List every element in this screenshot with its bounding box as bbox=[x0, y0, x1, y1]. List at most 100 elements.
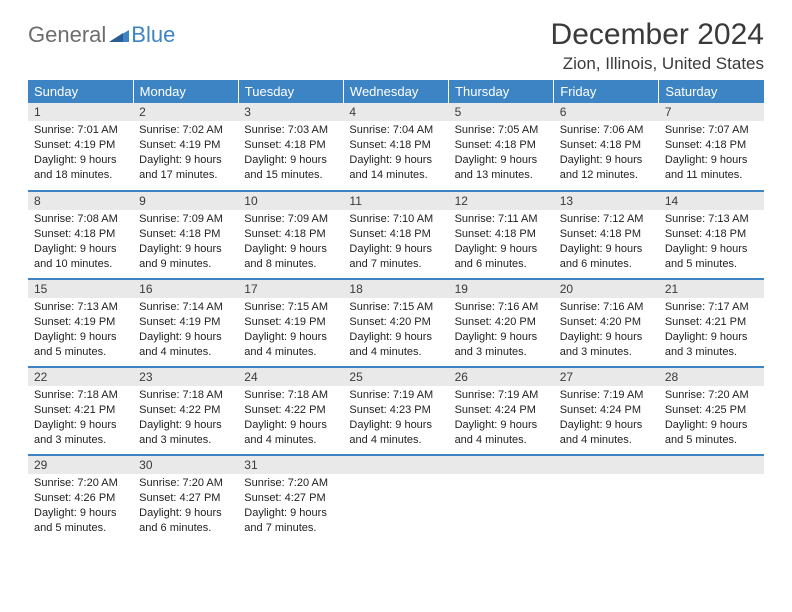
weekday-header: Thursday bbox=[449, 80, 554, 103]
calendar-day-cell: 25Sunrise: 7:19 AMSunset: 4:23 PMDayligh… bbox=[343, 367, 448, 455]
sunrise-line: Sunrise: 7:16 AM bbox=[455, 300, 548, 315]
calendar-day-cell: 17Sunrise: 7:15 AMSunset: 4:19 PMDayligh… bbox=[238, 279, 343, 367]
day-details: Sunrise: 7:01 AMSunset: 4:19 PMDaylight:… bbox=[28, 121, 133, 186]
logo-text-general: General bbox=[28, 22, 106, 48]
daylight-line: Daylight: 9 hours and 13 minutes. bbox=[455, 153, 548, 183]
day-number: 14 bbox=[659, 192, 764, 210]
day-number: 28 bbox=[659, 368, 764, 386]
day-details: Sunrise: 7:18 AMSunset: 4:22 PMDaylight:… bbox=[133, 386, 238, 451]
calendar-day-cell: 8Sunrise: 7:08 AMSunset: 4:18 PMDaylight… bbox=[28, 191, 133, 279]
sunset-line: Sunset: 4:24 PM bbox=[560, 403, 653, 418]
daylight-line: Daylight: 9 hours and 5 minutes. bbox=[665, 242, 758, 272]
sunrise-line: Sunrise: 7:20 AM bbox=[244, 476, 337, 491]
day-details: Sunrise: 7:09 AMSunset: 4:18 PMDaylight:… bbox=[238, 210, 343, 275]
daylight-line: Daylight: 9 hours and 6 minutes. bbox=[560, 242, 653, 272]
calendar-day-cell: 19Sunrise: 7:16 AMSunset: 4:20 PMDayligh… bbox=[449, 279, 554, 367]
day-number-empty bbox=[343, 456, 448, 474]
daylight-line: Daylight: 9 hours and 4 minutes. bbox=[455, 418, 548, 448]
sunset-line: Sunset: 4:20 PM bbox=[349, 315, 442, 330]
day-details: Sunrise: 7:03 AMSunset: 4:18 PMDaylight:… bbox=[238, 121, 343, 186]
day-number: 21 bbox=[659, 280, 764, 298]
weekday-header: Saturday bbox=[659, 80, 764, 103]
calendar-day-cell: 27Sunrise: 7:19 AMSunset: 4:24 PMDayligh… bbox=[554, 367, 659, 455]
day-details: Sunrise: 7:20 AMSunset: 4:25 PMDaylight:… bbox=[659, 386, 764, 451]
weekday-header-row: SundayMondayTuesdayWednesdayThursdayFrid… bbox=[28, 80, 764, 103]
day-number: 18 bbox=[343, 280, 448, 298]
daylight-line: Daylight: 9 hours and 14 minutes. bbox=[349, 153, 442, 183]
sunrise-line: Sunrise: 7:17 AM bbox=[665, 300, 758, 315]
day-details: Sunrise: 7:12 AMSunset: 4:18 PMDaylight:… bbox=[554, 210, 659, 275]
daylight-line: Daylight: 9 hours and 4 minutes. bbox=[244, 418, 337, 448]
day-details: Sunrise: 7:06 AMSunset: 4:18 PMDaylight:… bbox=[554, 121, 659, 186]
sunrise-line: Sunrise: 7:19 AM bbox=[349, 388, 442, 403]
day-details: Sunrise: 7:20 AMSunset: 4:26 PMDaylight:… bbox=[28, 474, 133, 539]
calendar-day-cell: 1Sunrise: 7:01 AMSunset: 4:19 PMDaylight… bbox=[28, 103, 133, 191]
sunrise-line: Sunrise: 7:09 AM bbox=[244, 212, 337, 227]
daylight-line: Daylight: 9 hours and 5 minutes. bbox=[665, 418, 758, 448]
day-number: 7 bbox=[659, 103, 764, 121]
day-number: 30 bbox=[133, 456, 238, 474]
day-details: Sunrise: 7:09 AMSunset: 4:18 PMDaylight:… bbox=[133, 210, 238, 275]
sunset-line: Sunset: 4:19 PM bbox=[139, 315, 232, 330]
sunset-line: Sunset: 4:27 PM bbox=[244, 491, 337, 506]
day-number: 8 bbox=[28, 192, 133, 210]
calendar-empty-cell bbox=[449, 455, 554, 543]
calendar-day-cell: 20Sunrise: 7:16 AMSunset: 4:20 PMDayligh… bbox=[554, 279, 659, 367]
daylight-line: Daylight: 9 hours and 6 minutes. bbox=[139, 506, 232, 536]
calendar-day-cell: 7Sunrise: 7:07 AMSunset: 4:18 PMDaylight… bbox=[659, 103, 764, 191]
sunset-line: Sunset: 4:18 PM bbox=[665, 227, 758, 242]
calendar-day-cell: 13Sunrise: 7:12 AMSunset: 4:18 PMDayligh… bbox=[554, 191, 659, 279]
sunrise-line: Sunrise: 7:10 AM bbox=[349, 212, 442, 227]
daylight-line: Daylight: 9 hours and 5 minutes. bbox=[34, 506, 127, 536]
day-body-empty bbox=[659, 474, 764, 524]
daylight-line: Daylight: 9 hours and 3 minutes. bbox=[665, 330, 758, 360]
calendar-day-cell: 14Sunrise: 7:13 AMSunset: 4:18 PMDayligh… bbox=[659, 191, 764, 279]
sunset-line: Sunset: 4:22 PM bbox=[139, 403, 232, 418]
day-details: Sunrise: 7:05 AMSunset: 4:18 PMDaylight:… bbox=[449, 121, 554, 186]
calendar-empty-cell bbox=[343, 455, 448, 543]
sunset-line: Sunset: 4:24 PM bbox=[455, 403, 548, 418]
daylight-line: Daylight: 9 hours and 11 minutes. bbox=[665, 153, 758, 183]
day-body-empty bbox=[449, 474, 554, 524]
calendar-week-row: 1Sunrise: 7:01 AMSunset: 4:19 PMDaylight… bbox=[28, 103, 764, 191]
day-number: 12 bbox=[449, 192, 554, 210]
day-details: Sunrise: 7:17 AMSunset: 4:21 PMDaylight:… bbox=[659, 298, 764, 363]
calendar-week-row: 29Sunrise: 7:20 AMSunset: 4:26 PMDayligh… bbox=[28, 455, 764, 543]
daylight-line: Daylight: 9 hours and 4 minutes. bbox=[349, 418, 442, 448]
sunset-line: Sunset: 4:18 PM bbox=[34, 227, 127, 242]
day-number: 17 bbox=[238, 280, 343, 298]
calendar-day-cell: 6Sunrise: 7:06 AMSunset: 4:18 PMDaylight… bbox=[554, 103, 659, 191]
sunset-line: Sunset: 4:19 PM bbox=[244, 315, 337, 330]
daylight-line: Daylight: 9 hours and 18 minutes. bbox=[34, 153, 127, 183]
calendar-day-cell: 30Sunrise: 7:20 AMSunset: 4:27 PMDayligh… bbox=[133, 455, 238, 543]
sunrise-line: Sunrise: 7:18 AM bbox=[244, 388, 337, 403]
day-details: Sunrise: 7:19 AMSunset: 4:23 PMDaylight:… bbox=[343, 386, 448, 451]
daylight-line: Daylight: 9 hours and 3 minutes. bbox=[139, 418, 232, 448]
weekday-header: Monday bbox=[133, 80, 238, 103]
sunset-line: Sunset: 4:18 PM bbox=[349, 227, 442, 242]
sunset-line: Sunset: 4:18 PM bbox=[139, 227, 232, 242]
calendar-day-cell: 2Sunrise: 7:02 AMSunset: 4:19 PMDaylight… bbox=[133, 103, 238, 191]
day-number: 26 bbox=[449, 368, 554, 386]
sunset-line: Sunset: 4:19 PM bbox=[34, 138, 127, 153]
day-details: Sunrise: 7:19 AMSunset: 4:24 PMDaylight:… bbox=[449, 386, 554, 451]
calendar-day-cell: 22Sunrise: 7:18 AMSunset: 4:21 PMDayligh… bbox=[28, 367, 133, 455]
calendar-day-cell: 4Sunrise: 7:04 AMSunset: 4:18 PMDaylight… bbox=[343, 103, 448, 191]
sunset-line: Sunset: 4:20 PM bbox=[455, 315, 548, 330]
calendar-day-cell: 10Sunrise: 7:09 AMSunset: 4:18 PMDayligh… bbox=[238, 191, 343, 279]
sunset-line: Sunset: 4:18 PM bbox=[349, 138, 442, 153]
day-number: 3 bbox=[238, 103, 343, 121]
sunrise-line: Sunrise: 7:03 AM bbox=[244, 123, 337, 138]
calendar-day-cell: 3Sunrise: 7:03 AMSunset: 4:18 PMDaylight… bbox=[238, 103, 343, 191]
sunrise-line: Sunrise: 7:12 AM bbox=[560, 212, 653, 227]
day-number: 31 bbox=[238, 456, 343, 474]
calendar-table: SundayMondayTuesdayWednesdayThursdayFrid… bbox=[28, 80, 764, 543]
calendar-day-cell: 26Sunrise: 7:19 AMSunset: 4:24 PMDayligh… bbox=[449, 367, 554, 455]
sunrise-line: Sunrise: 7:19 AM bbox=[560, 388, 653, 403]
sunrise-line: Sunrise: 7:15 AM bbox=[244, 300, 337, 315]
sunrise-line: Sunrise: 7:20 AM bbox=[139, 476, 232, 491]
sunset-line: Sunset: 4:26 PM bbox=[34, 491, 127, 506]
calendar-day-cell: 9Sunrise: 7:09 AMSunset: 4:18 PMDaylight… bbox=[133, 191, 238, 279]
daylight-line: Daylight: 9 hours and 4 minutes. bbox=[560, 418, 653, 448]
sunrise-line: Sunrise: 7:01 AM bbox=[34, 123, 127, 138]
